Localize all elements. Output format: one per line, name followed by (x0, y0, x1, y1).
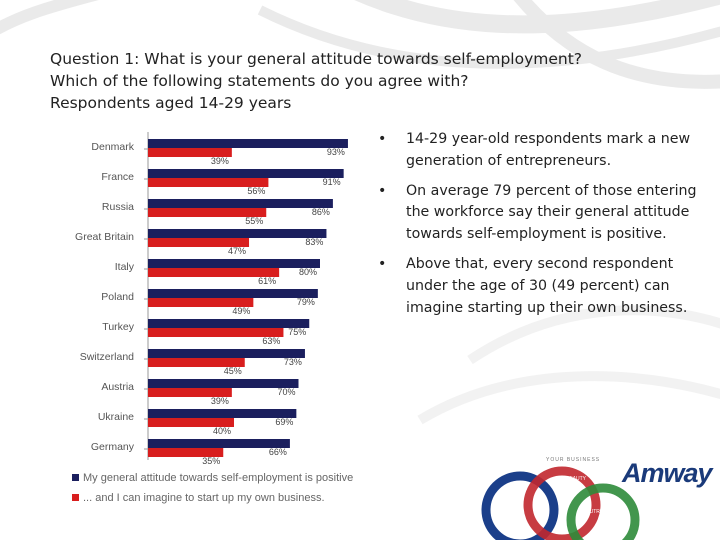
title-line-3: Respondents aged 14-29 years (50, 94, 292, 112)
circle-label-nutrition: NUTRITION (586, 509, 614, 515)
circle-label-home: HOME (512, 486, 528, 492)
data-label: 40% (213, 426, 231, 436)
data-label: 86% (312, 207, 330, 217)
legend-swatch-positive (72, 474, 79, 481)
data-label: 73% (284, 357, 302, 367)
bar-imagine (148, 358, 245, 367)
title-line-1: Question 1: What is your general attitud… (50, 50, 583, 68)
data-label: 61% (258, 276, 276, 286)
bar-imagine (148, 208, 267, 217)
slide-title: Question 1: What is your general attitud… (50, 48, 690, 114)
bar-positive (148, 259, 320, 268)
bar-positive (148, 169, 344, 178)
nutrition-ring (566, 483, 640, 540)
bar-imagine (148, 448, 224, 457)
data-label: 93% (327, 147, 345, 157)
beauty-ring (523, 466, 601, 540)
data-label: 66% (269, 447, 287, 457)
data-label: 35% (202, 456, 220, 466)
data-label: 47% (228, 246, 246, 256)
bar-positive (148, 439, 290, 448)
category-label: Russia (102, 201, 134, 213)
legend-label: ... and I can imagine to start up my own… (83, 492, 325, 504)
data-label: 45% (224, 366, 242, 376)
bar-imagine (148, 298, 254, 307)
circle-label-beauty: BEAUTY (566, 476, 587, 482)
bar-imagine (148, 238, 250, 247)
category-label: France (101, 171, 134, 183)
data-label: 75% (288, 327, 306, 337)
bullet-symbol: • (378, 255, 387, 272)
bar-imagine (148, 388, 232, 397)
bar-imagine (148, 418, 234, 427)
bar-imagine (148, 178, 269, 187)
bar-positive (148, 289, 318, 298)
category-label: Austria (101, 381, 134, 393)
category-label: Germany (91, 441, 135, 453)
category-label: Italy (115, 261, 135, 273)
data-label: 70% (277, 387, 295, 397)
bar-positive (148, 229, 327, 238)
data-label: 63% (262, 336, 280, 346)
brand-tagline: YOUR BUSINESS (546, 457, 601, 463)
bar-positive (148, 319, 310, 328)
bullet-text: Above that, every second respondent unde… (406, 255, 688, 316)
bar-imagine (148, 148, 232, 157)
bullet-text: 14-29 year-old respondents mark a new ge… (406, 131, 691, 169)
amway-logo: Amway (622, 458, 713, 488)
category-label: Switzerland (80, 351, 134, 363)
data-label: 69% (275, 417, 293, 427)
category-label: Ukraine (98, 411, 134, 423)
bullet-symbol: • (378, 182, 387, 199)
bullet-symbol: • (378, 131, 387, 147)
bar-positive (148, 139, 348, 148)
bullet-item: • 14-29 year-old respondents mark a new … (378, 129, 698, 173)
data-label: 80% (299, 267, 317, 277)
legend-swatch-imagine (72, 494, 79, 501)
data-label: 39% (211, 396, 229, 406)
home-ring (481, 471, 559, 540)
bar-positive (148, 409, 297, 418)
data-label: 79% (297, 297, 315, 307)
title-line-2: Which of the following statements do you… (50, 72, 469, 90)
bullet-item: • Above that, every second respondent un… (378, 254, 698, 319)
category-label: Great Britain (75, 231, 134, 243)
bar-positive (148, 199, 333, 208)
data-label: 55% (245, 216, 263, 226)
bullet-item: • On average 79 percent of those enterin… (378, 181, 698, 246)
bullet-text: On average 79 percent of those entering … (406, 182, 697, 243)
data-label: 91% (323, 177, 341, 187)
category-label: Poland (101, 291, 134, 303)
bar-chart: Denmark 93% 39% France 91% 56% Russia 86% 55% Gre… (72, 132, 353, 504)
bar-imagine (148, 328, 284, 337)
data-label: 49% (232, 306, 250, 316)
data-label: 56% (247, 186, 265, 196)
bar-positive (148, 379, 299, 388)
brand-circles: HOME BEAUTY NUTRITION (481, 466, 640, 540)
bullet-list: • 14-29 year-old respondents mark a new … (378, 129, 698, 327)
category-label: Denmark (91, 141, 134, 153)
legend-label: My general attitude towards self-employm… (83, 472, 353, 484)
category-label: Turkey (102, 321, 134, 333)
bar-positive (148, 349, 305, 358)
data-label: 83% (305, 237, 323, 247)
bar-imagine (148, 268, 280, 277)
data-label: 39% (211, 156, 229, 166)
